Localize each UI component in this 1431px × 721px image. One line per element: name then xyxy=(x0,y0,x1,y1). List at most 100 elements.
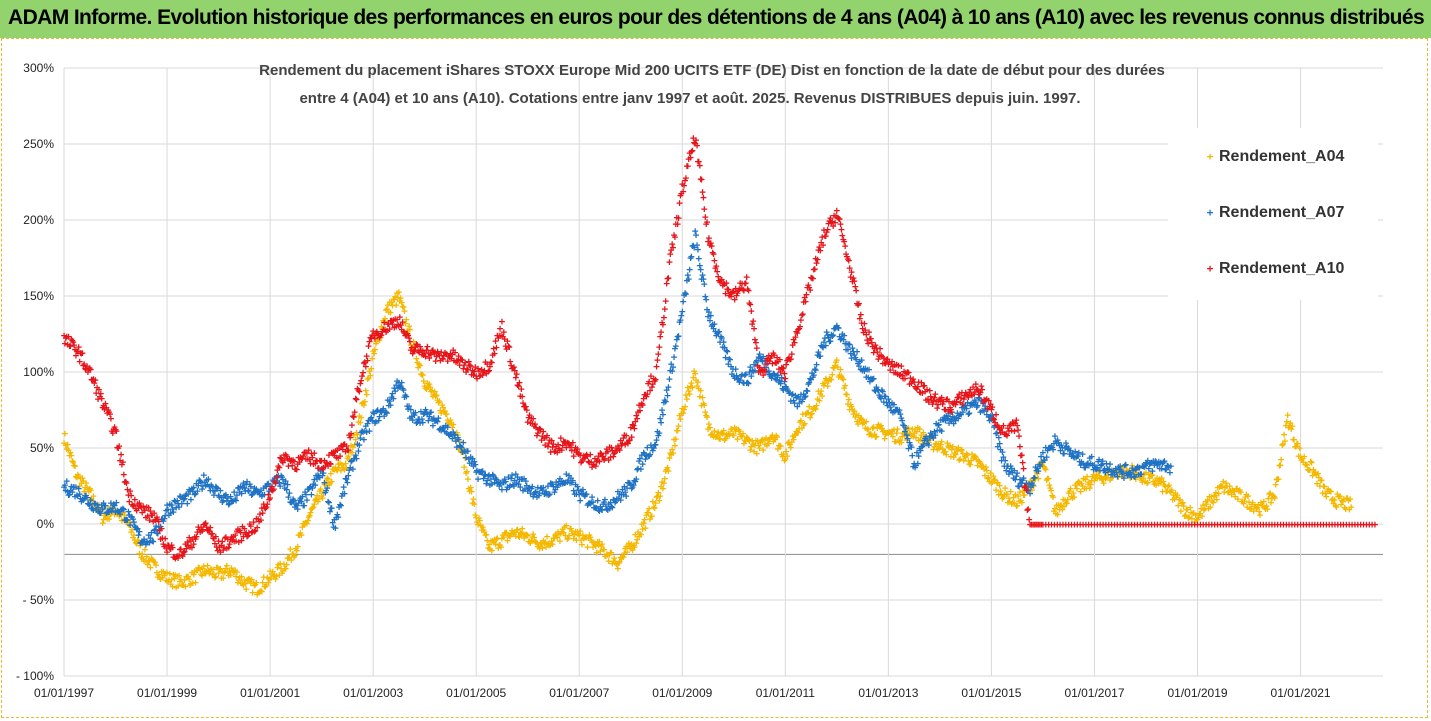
data-point: + xyxy=(1013,499,1020,512)
data-point: + xyxy=(540,534,547,547)
data-point: + xyxy=(523,529,530,542)
data-point: + xyxy=(965,454,972,467)
data-point: + xyxy=(719,427,726,440)
data-point: + xyxy=(227,568,234,581)
data-point: + xyxy=(1134,468,1141,481)
data-point: + xyxy=(782,453,789,466)
data-point: + xyxy=(516,531,523,544)
data-point: + xyxy=(1020,462,1027,475)
data-point: + xyxy=(464,465,471,478)
data-point: + xyxy=(430,390,437,403)
data-point: + xyxy=(1118,461,1125,474)
data-point: + xyxy=(660,408,667,421)
data-point: + xyxy=(1073,479,1080,492)
data-point: + xyxy=(1133,467,1140,480)
data-point: + xyxy=(790,433,797,446)
data-point: + xyxy=(432,389,439,402)
data-point: + xyxy=(482,529,489,542)
data-point: + xyxy=(846,403,853,416)
data-point: + xyxy=(675,420,682,433)
data-point: + xyxy=(674,424,681,437)
data-point: + xyxy=(1158,471,1165,484)
data-point: + xyxy=(145,555,152,568)
data-point: + xyxy=(880,424,887,437)
data-point: + xyxy=(665,465,672,478)
data-point: + xyxy=(1103,471,1110,484)
data-point: + xyxy=(787,438,794,451)
data-point: + xyxy=(720,424,727,437)
data-point: + xyxy=(1091,474,1098,487)
data-point: + xyxy=(1036,457,1043,470)
data-point: + xyxy=(779,450,786,463)
data-point: + xyxy=(661,476,668,489)
data-point: + xyxy=(989,475,996,488)
data-point: + xyxy=(1347,493,1354,506)
data-point: + xyxy=(1251,500,1258,513)
data-point: + xyxy=(1339,494,1346,507)
data-point: + xyxy=(499,532,506,545)
data-point: + xyxy=(398,296,405,309)
data-point: + xyxy=(154,566,161,579)
data-point: + xyxy=(495,542,502,555)
data-point: + xyxy=(343,461,350,474)
data-point: + xyxy=(1131,462,1138,475)
data-point: + xyxy=(1181,509,1188,522)
data-point: + xyxy=(299,521,306,534)
data-point: + xyxy=(473,511,480,524)
data-point: + xyxy=(661,472,668,485)
data-point: + xyxy=(685,384,692,397)
data-point: + xyxy=(1021,488,1028,501)
data-point: + xyxy=(976,455,983,468)
data-point: + xyxy=(1220,475,1227,488)
data-point: + xyxy=(412,340,419,353)
data-point: + xyxy=(1241,495,1248,508)
data-point: + xyxy=(999,492,1006,505)
data-point: + xyxy=(648,509,655,522)
data-point: + xyxy=(646,502,653,515)
data-point: + xyxy=(151,555,158,568)
data-point: + xyxy=(1336,490,1343,503)
data-point: + xyxy=(640,516,647,529)
data-point: + xyxy=(951,446,958,459)
data-point: + xyxy=(410,335,417,348)
data-point: + xyxy=(98,504,105,517)
data-point: + xyxy=(414,356,421,369)
data-point: + xyxy=(506,529,513,542)
data-point: + xyxy=(356,409,363,422)
data-point: + xyxy=(493,532,500,545)
data-point: + xyxy=(623,540,630,553)
data-point: + xyxy=(803,407,810,420)
data-point: + xyxy=(1172,486,1179,499)
data-point: + xyxy=(1087,478,1094,491)
data-point: + xyxy=(629,544,636,557)
data-point: + xyxy=(609,557,616,570)
data-point: + xyxy=(532,535,539,548)
data-point: + xyxy=(330,462,337,475)
data-point: + xyxy=(1250,505,1257,518)
data-point: + xyxy=(1089,470,1096,483)
data-point: + xyxy=(634,533,641,546)
data-point: + xyxy=(953,443,960,456)
data-point: + xyxy=(1331,494,1338,507)
data-point: + xyxy=(811,401,818,414)
data-point: + xyxy=(1146,472,1153,485)
data-point: + xyxy=(82,481,89,494)
data-point: + xyxy=(1132,466,1139,479)
data-point: + xyxy=(822,372,829,385)
data-point: + xyxy=(1095,465,1102,478)
data-point: + xyxy=(394,286,401,299)
data-point: + xyxy=(711,424,718,437)
data-point: + xyxy=(229,564,236,577)
data-point: + xyxy=(924,436,931,449)
data-point: + xyxy=(859,417,866,430)
data-point: + xyxy=(1324,484,1331,497)
data-point: + xyxy=(1313,468,1320,481)
data-point: + xyxy=(997,485,1004,498)
data-point: + xyxy=(1321,480,1328,493)
data-point: + xyxy=(224,559,231,572)
data-point: + xyxy=(1130,465,1137,478)
data-point: + xyxy=(1119,470,1126,483)
data-point: + xyxy=(442,404,449,417)
data-point: + xyxy=(1292,440,1299,453)
data-point: + xyxy=(1294,437,1301,450)
